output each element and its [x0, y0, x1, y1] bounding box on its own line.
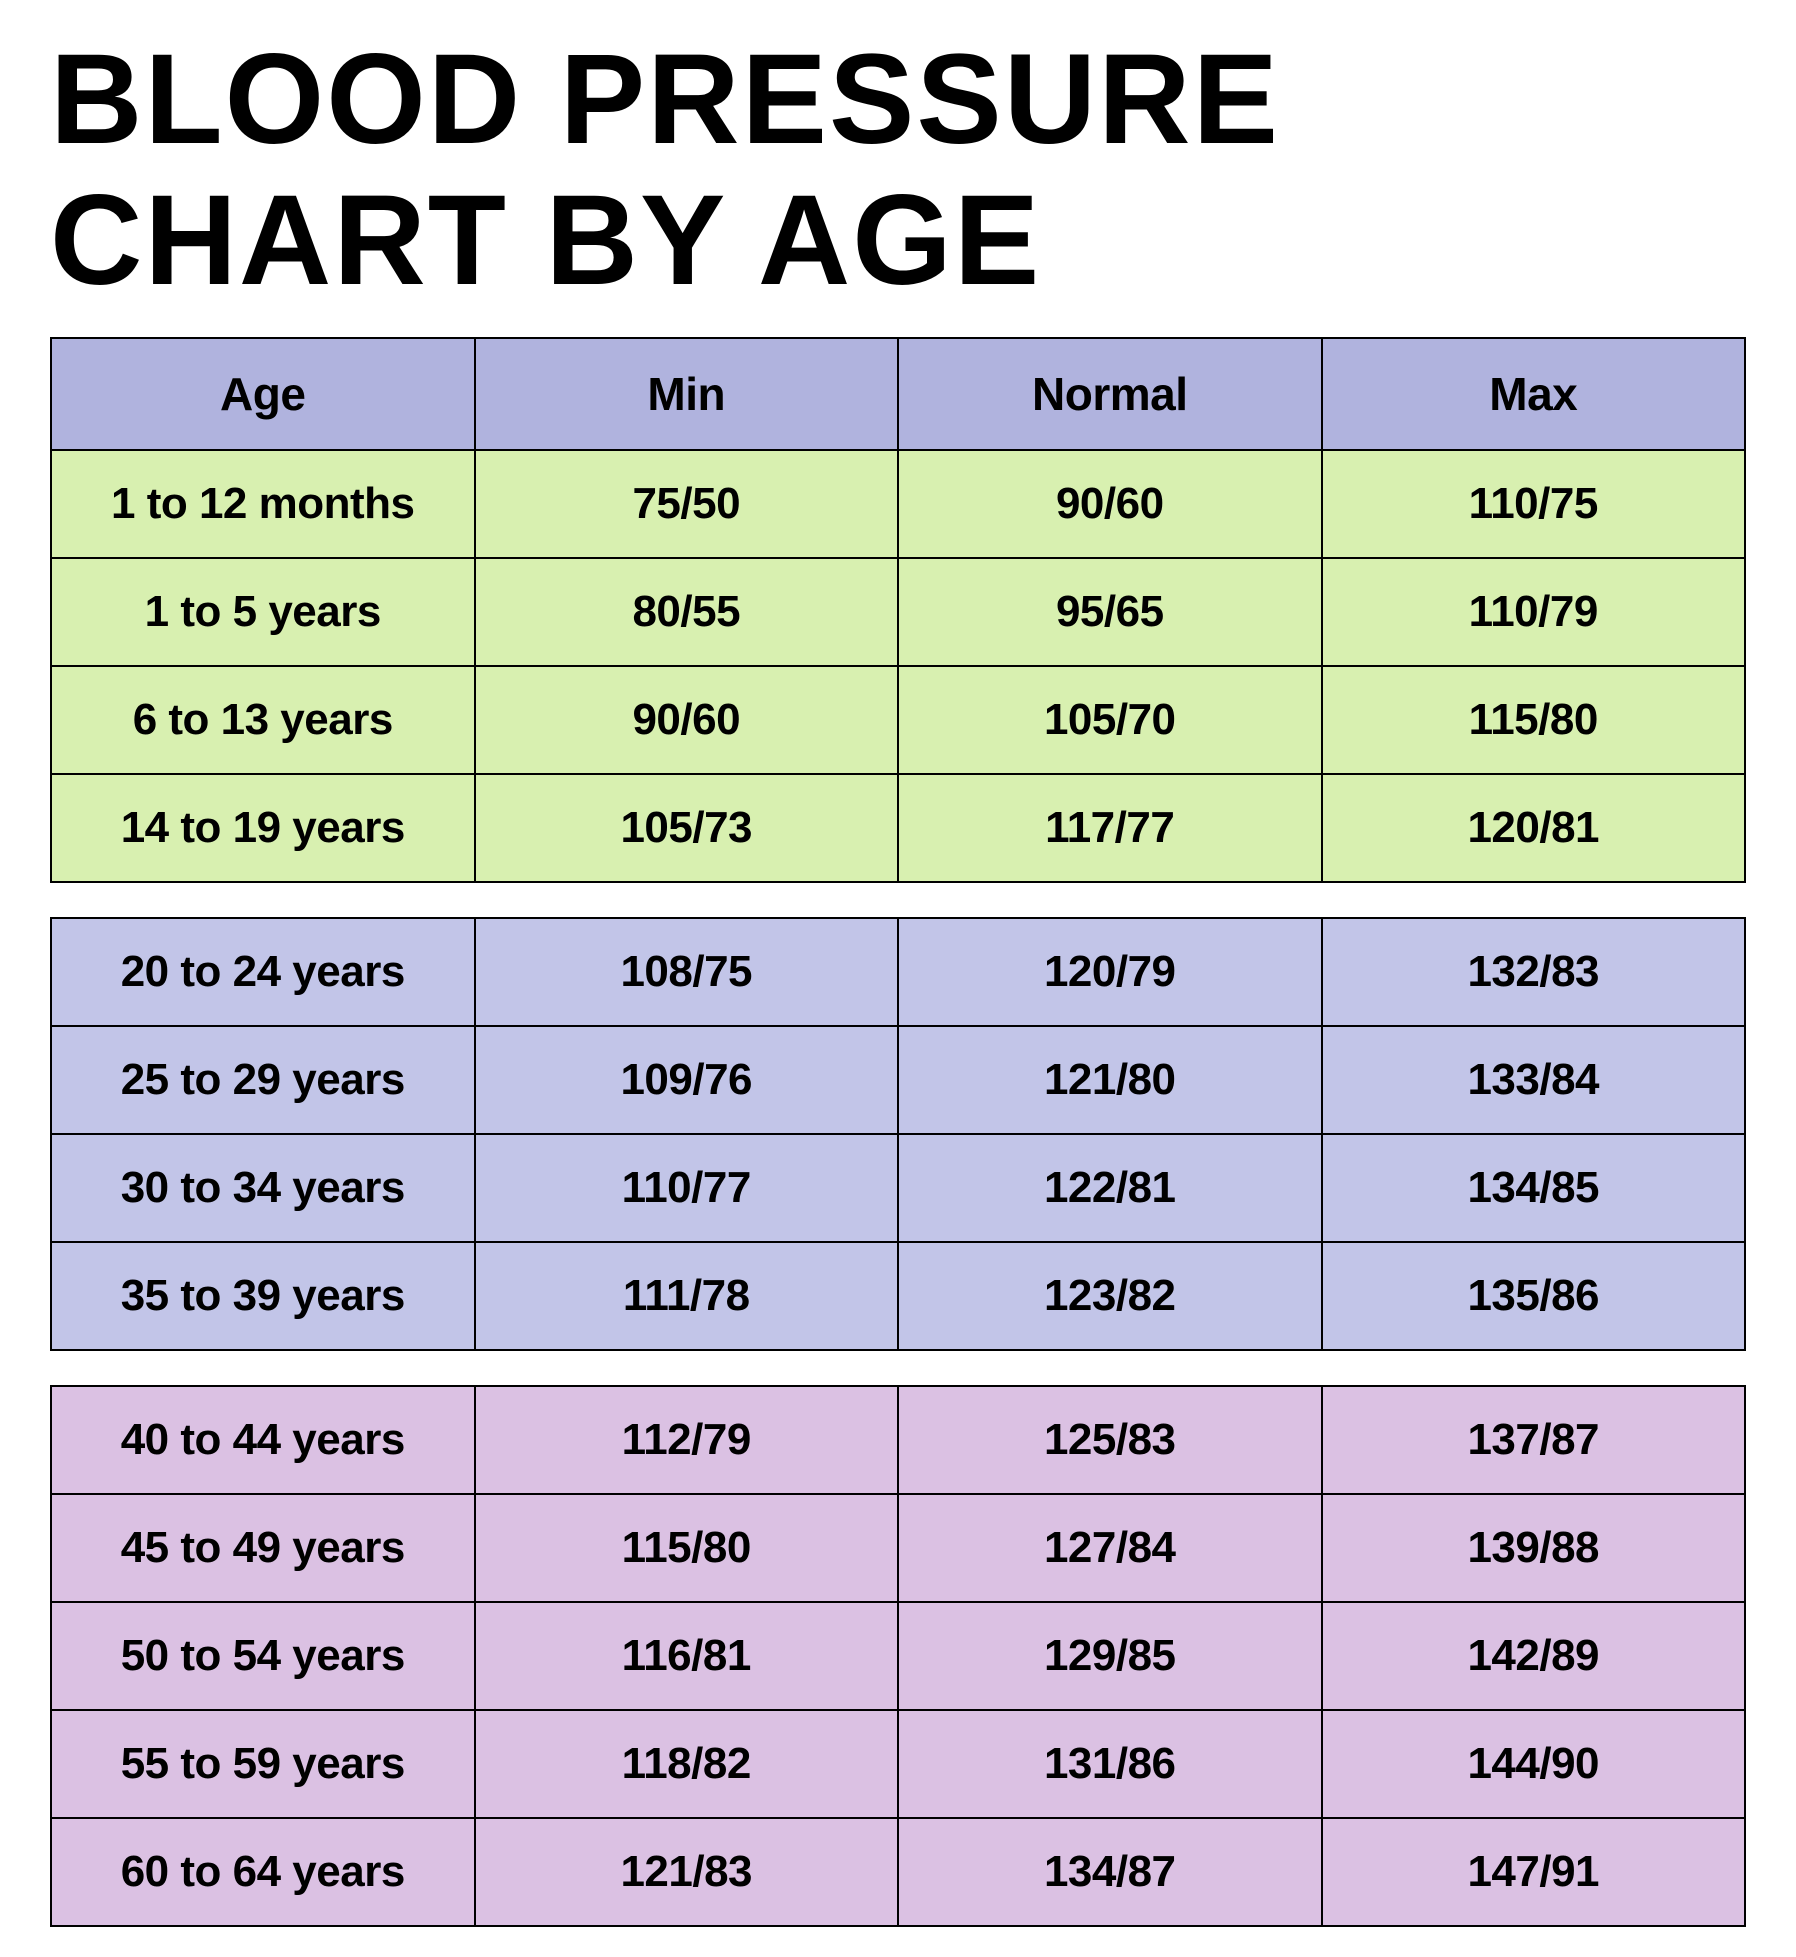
table-row: 30 to 34 years110/77122/81134/85	[51, 1134, 1745, 1242]
table-cell: 35 to 39 years	[51, 1242, 475, 1350]
table-cell: 20 to 24 years	[51, 918, 475, 1026]
table-cell: 55 to 59 years	[51, 1710, 475, 1818]
table-cell: 121/83	[475, 1818, 899, 1926]
column-header: Max	[1322, 338, 1746, 450]
group-spacer	[51, 1350, 1745, 1386]
table-cell: 134/85	[1322, 1134, 1746, 1242]
table-row: 50 to 54 years116/81129/85142/89	[51, 1602, 1745, 1710]
table-row: 14 to 19 years105/73117/77120/81	[51, 774, 1745, 882]
table-cell: 137/87	[1322, 1386, 1746, 1494]
table-header: AgeMinNormalMax	[51, 338, 1745, 450]
table-row: 55 to 59 years118/82131/86144/90	[51, 1710, 1745, 1818]
table-cell: 1 to 5 years	[51, 558, 475, 666]
table-cell: 1 to 12 months	[51, 450, 475, 558]
table-cell: 110/75	[1322, 450, 1746, 558]
table-cell: 105/73	[475, 774, 899, 882]
table-cell: 133/84	[1322, 1026, 1746, 1134]
table-cell: 122/81	[898, 1134, 1322, 1242]
table-cell: 6 to 13 years	[51, 666, 475, 774]
table-cell: 50 to 54 years	[51, 1602, 475, 1710]
table-cell: 120/81	[1322, 774, 1746, 882]
table-cell: 135/86	[1322, 1242, 1746, 1350]
table-cell: 134/87	[898, 1818, 1322, 1926]
column-header: Min	[475, 338, 899, 450]
table-row: 45 to 49 years115/80127/84139/88	[51, 1494, 1745, 1602]
table-cell: 121/80	[898, 1026, 1322, 1134]
table-cell: 40 to 44 years	[51, 1386, 475, 1494]
table-cell: 117/77	[898, 774, 1322, 882]
table-body: 1 to 12 months75/5090/60110/751 to 5 yea…	[51, 450, 1745, 1926]
table-cell: 110/79	[1322, 558, 1746, 666]
table-cell: 112/79	[475, 1386, 899, 1494]
table-cell: 60 to 64 years	[51, 1818, 475, 1926]
table-cell: 105/70	[898, 666, 1322, 774]
table-cell: 127/84	[898, 1494, 1322, 1602]
table-row: 35 to 39 years111/78123/82135/86	[51, 1242, 1745, 1350]
table-row: 1 to 5 years80/5595/65110/79	[51, 558, 1745, 666]
table-cell: 139/88	[1322, 1494, 1746, 1602]
table-cell: 75/50	[475, 450, 899, 558]
table-cell: 115/80	[475, 1494, 899, 1602]
table-cell: 123/82	[898, 1242, 1322, 1350]
table-row: 25 to 29 years109/76121/80133/84	[51, 1026, 1745, 1134]
table-cell: 25 to 29 years	[51, 1026, 475, 1134]
column-header: Normal	[898, 338, 1322, 450]
table-row: 60 to 64 years121/83134/87147/91	[51, 1818, 1745, 1926]
page-title: BLOOD PRESSURE CHART BY AGE	[50, 30, 1746, 312]
table-row: 40 to 44 years112/79125/83137/87	[51, 1386, 1745, 1494]
table-cell: 14 to 19 years	[51, 774, 475, 882]
group-spacer	[51, 882, 1745, 918]
table-cell: 132/83	[1322, 918, 1746, 1026]
table-cell: 110/77	[475, 1134, 899, 1242]
table-cell: 142/89	[1322, 1602, 1746, 1710]
table-cell: 125/83	[898, 1386, 1322, 1494]
table-cell: 131/86	[898, 1710, 1322, 1818]
table-cell: 120/79	[898, 918, 1322, 1026]
table-cell: 108/75	[475, 918, 899, 1026]
table-cell: 115/80	[1322, 666, 1746, 774]
table-cell: 109/76	[475, 1026, 899, 1134]
column-header: Age	[51, 338, 475, 450]
table-cell: 111/78	[475, 1242, 899, 1350]
table-row: 1 to 12 months75/5090/60110/75	[51, 450, 1745, 558]
table-row: 6 to 13 years90/60105/70115/80	[51, 666, 1745, 774]
table-cell: 116/81	[475, 1602, 899, 1710]
table-cell: 147/91	[1322, 1818, 1746, 1926]
table-cell: 90/60	[898, 450, 1322, 558]
bp-chart-table: AgeMinNormalMax 1 to 12 months75/5090/60…	[50, 337, 1746, 1927]
table-cell: 80/55	[475, 558, 899, 666]
table-cell: 129/85	[898, 1602, 1322, 1710]
table-cell: 30 to 34 years	[51, 1134, 475, 1242]
table-cell: 118/82	[475, 1710, 899, 1818]
table-cell: 90/60	[475, 666, 899, 774]
table-cell: 144/90	[1322, 1710, 1746, 1818]
table-row: 20 to 24 years108/75120/79132/83	[51, 918, 1745, 1026]
table-cell: 45 to 49 years	[51, 1494, 475, 1602]
table-cell: 95/65	[898, 558, 1322, 666]
